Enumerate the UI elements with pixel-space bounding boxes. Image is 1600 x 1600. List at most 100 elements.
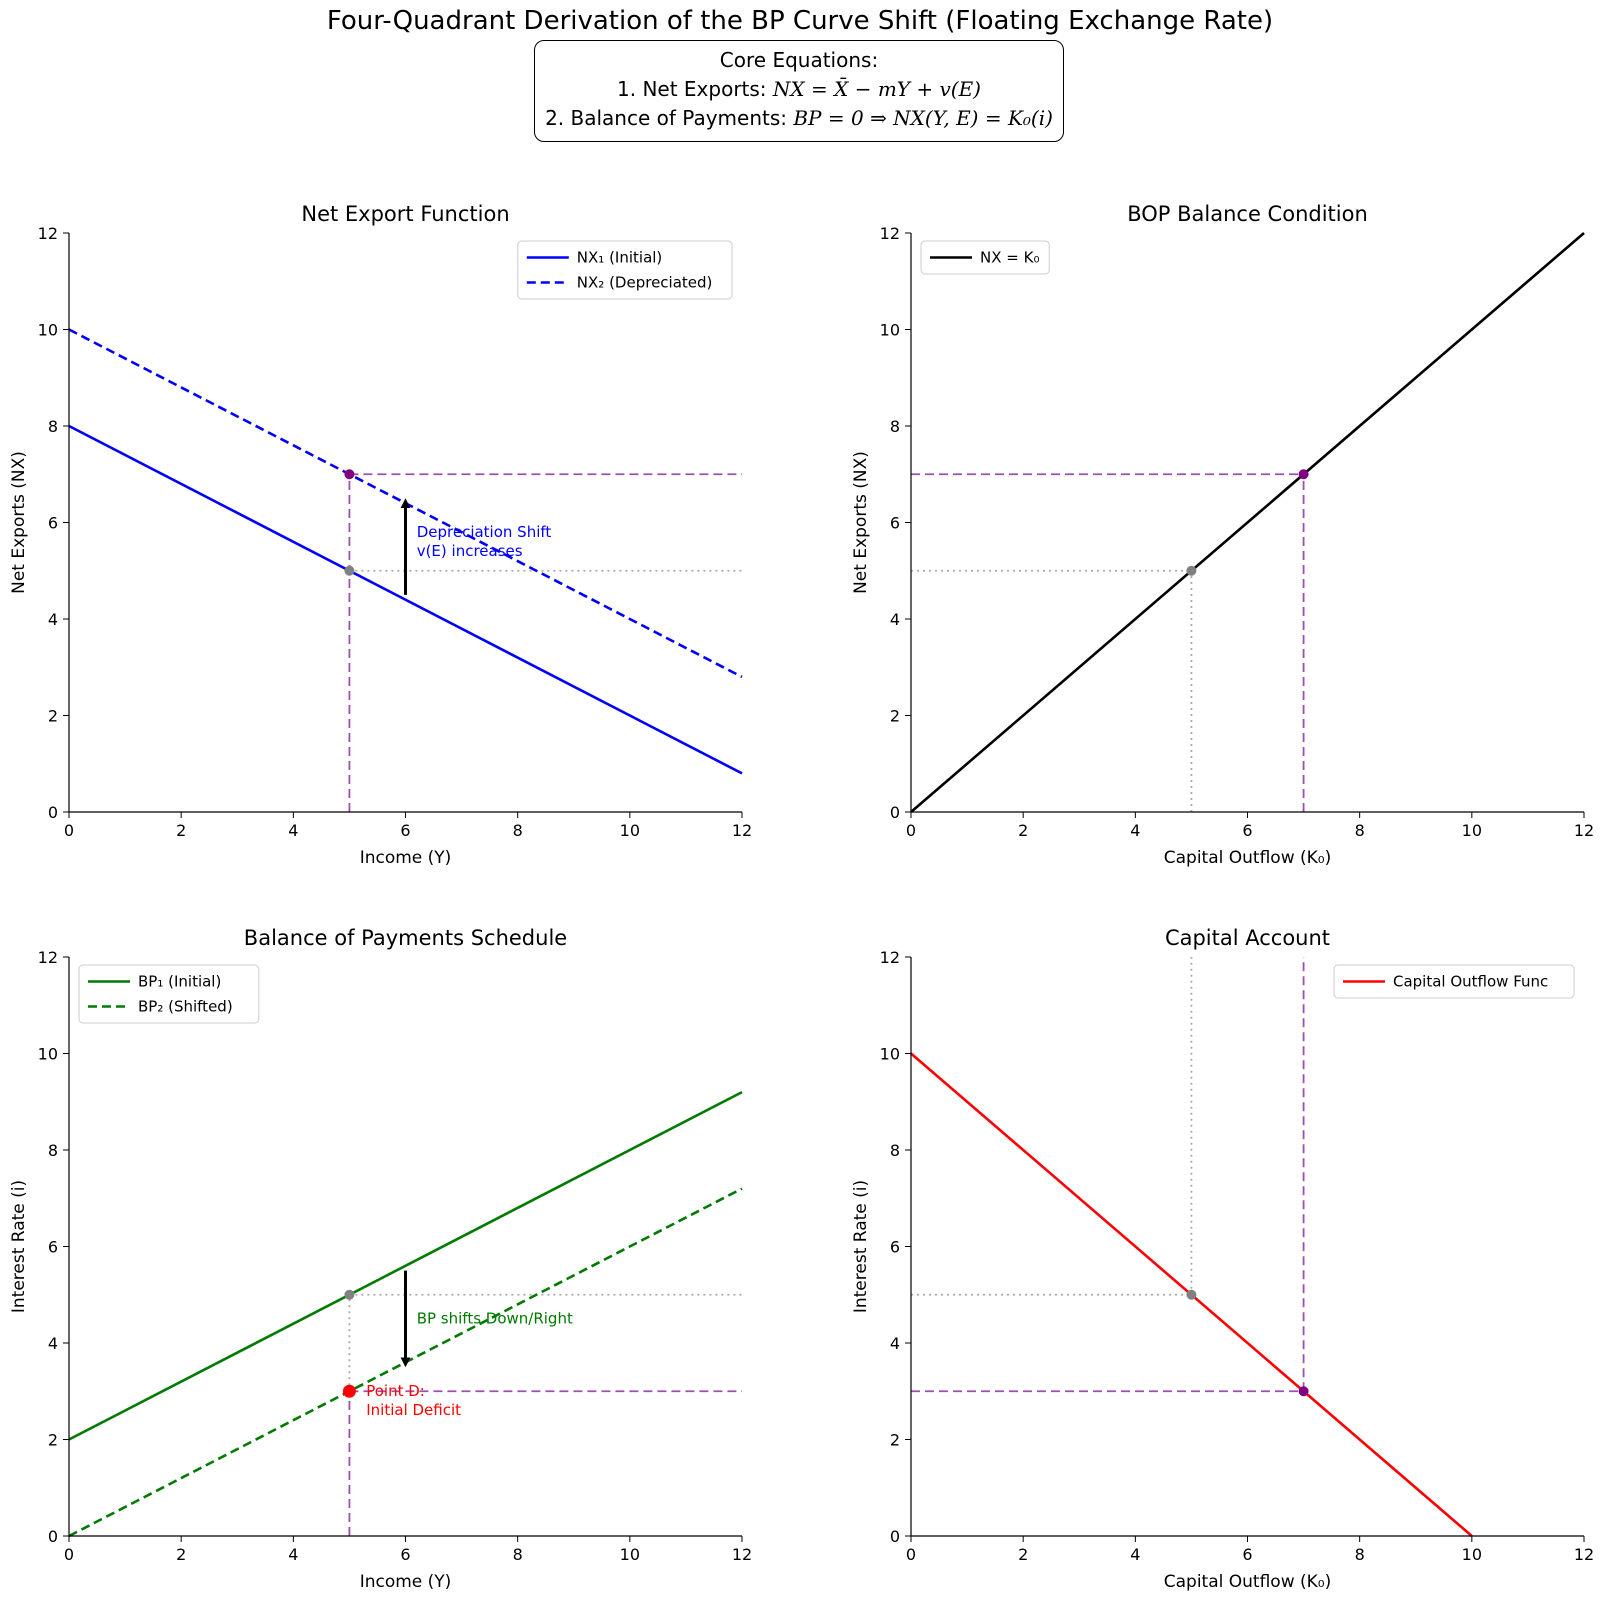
- x-tick-label: 4: [1130, 821, 1140, 840]
- data-point-marker: [344, 469, 355, 480]
- y-tick-label: 0: [48, 803, 58, 822]
- y-tick-label: 2: [890, 1431, 900, 1450]
- x-tick-label: 10: [620, 1545, 640, 1564]
- annotation-text: Depreciation Shift: [417, 523, 552, 541]
- x-axis-label: Income (Y): [360, 1572, 452, 1592]
- x-tick-label: 2: [1018, 821, 1028, 840]
- y-tick-label: 4: [890, 1334, 900, 1353]
- panel-bop-balance-condition: BOP Balance Condition 0 2 4 6 8 10 12 0 2 4 6 8 10 12 C…: [851, 202, 1594, 868]
- y-tick-label: 12: [38, 224, 58, 243]
- equation-2-math: BP = 0 ⇒ NX(Y, E) = K₀(i): [793, 106, 1053, 130]
- equation-balance-of-payments: 2. Balance of Payments: BP = 0 ⇒ NX(Y, E…: [535, 104, 1063, 133]
- x-axis-label: Capital Outflow (K₀): [1164, 848, 1331, 868]
- x-tick-label: 8: [1355, 821, 1365, 840]
- y-tick-label: 6: [890, 514, 900, 533]
- x-tick-label: 2: [1018, 1545, 1028, 1564]
- legend-box: [920, 240, 1050, 275]
- series-line-1: [68, 1090, 743, 1441]
- y-axis-label: Net Exports (NX): [9, 451, 29, 594]
- y-tick-label: 2: [48, 707, 58, 726]
- annotation-text: v(E) increases: [417, 542, 523, 560]
- legend-label: Capital Outflow Func: [1393, 973, 1548, 991]
- y-axis-label: Interest Rate (i): [851, 1180, 871, 1313]
- x-tick-label: 10: [620, 821, 640, 840]
- y-tick-label: 12: [38, 948, 58, 967]
- x-axis-label: Income (Y): [360, 848, 452, 868]
- y-tick-label: 0: [890, 803, 900, 822]
- legend-label: NX₂ (Depreciated): [577, 274, 713, 292]
- x-tick-label: 8: [513, 1545, 523, 1564]
- y-tick-label: 2: [890, 707, 900, 726]
- x-tick-label: 6: [400, 1545, 410, 1564]
- chart-title: Balance of Payments Schedule: [244, 926, 567, 950]
- core-equations-box: Core Equations: 1. Net Exports: NX = X̄ …: [534, 40, 1064, 142]
- y-tick-label: 0: [890, 1527, 900, 1546]
- legend-box: [1333, 964, 1575, 999]
- annotation-text: Point D:: [366, 1382, 425, 1400]
- x-tick-label: 2: [176, 1545, 186, 1564]
- legend-label: BP₂ (Shifted): [138, 998, 233, 1016]
- x-tick-label: 12: [732, 821, 752, 840]
- legend: NX = K₀: [920, 240, 1050, 275]
- y-tick-label: 8: [890, 417, 900, 436]
- panel-balance-of-payments-schedule: Balance of Payments Schedule BP shifts Do…: [9, 926, 752, 1592]
- data-point-marker: [1186, 565, 1197, 576]
- panel-net-export-function: Net Export Function Depreciation Shiftv(E…: [9, 202, 752, 868]
- x-tick-label: 2: [176, 821, 186, 840]
- data-point-marker: [1298, 469, 1309, 480]
- y-tick-label: 10: [880, 1045, 900, 1064]
- figure-title: Four-Quadrant Derivation of the BP Curve…: [326, 6, 1274, 36]
- x-tick-label: 12: [1574, 1545, 1594, 1564]
- y-tick-label: 6: [890, 1238, 900, 1257]
- x-tick-label: 6: [1242, 821, 1252, 840]
- legend-box: [517, 240, 733, 300]
- legend-label: NX₁ (Initial): [577, 249, 663, 267]
- chart-title: Capital Account: [1165, 926, 1330, 950]
- legend-box: [78, 964, 260, 1024]
- y-tick-label: 4: [48, 1334, 58, 1353]
- x-tick-label: 6: [400, 821, 410, 840]
- legend: BP₁ (Initial) BP₂ (Shifted): [78, 964, 260, 1024]
- x-tick-label: 12: [1574, 821, 1594, 840]
- x-axis-label: Capital Outflow (K₀): [1164, 1572, 1331, 1592]
- y-tick-label: 10: [38, 1045, 58, 1064]
- y-tick-label: 8: [48, 1141, 58, 1160]
- legend: NX₁ (Initial) NX₂ (Depreciated): [517, 240, 733, 300]
- panel-capital-account: Capital Account 0 2 4 6 8 10 12 0 2 4 6 8 10 12 Capital…: [851, 926, 1594, 1592]
- data-point-marker: [342, 1384, 356, 1398]
- x-tick-label: 6: [1242, 1545, 1252, 1564]
- x-tick-label: 10: [1462, 1545, 1482, 1564]
- y-tick-label: 12: [880, 224, 900, 243]
- series-line-1: [910, 232, 1585, 813]
- data-point-marker: [344, 1289, 355, 1300]
- x-tick-label: 0: [64, 821, 74, 840]
- annotation-text: BP shifts Down/Right: [417, 1310, 573, 1328]
- x-tick-label: 8: [513, 821, 523, 840]
- equations-heading: Core Equations:: [719, 48, 879, 72]
- legend-label: NX = K₀: [980, 249, 1039, 267]
- x-tick-label: 4: [1130, 1545, 1140, 1564]
- equation-2-label: 2. Balance of Payments:: [545, 106, 794, 130]
- y-tick-label: 4: [890, 610, 900, 629]
- y-tick-label: 2: [48, 1431, 58, 1450]
- x-tick-label: 4: [288, 1545, 298, 1564]
- y-tick-label: 12: [880, 948, 900, 967]
- annotation-text: Initial Deficit: [366, 1401, 461, 1419]
- y-tick-label: 8: [48, 417, 58, 436]
- y-axis-label: Net Exports (NX): [851, 451, 871, 594]
- x-tick-label: 12: [732, 1545, 752, 1564]
- series-line-1: [68, 424, 743, 775]
- equation-net-exports: 1. Net Exports: NX = X̄ − mY + v(E): [535, 75, 1063, 104]
- legend: Capital Outflow Func: [1333, 964, 1575, 999]
- data-point-marker: [1186, 1289, 1197, 1300]
- y-tick-label: 0: [48, 1527, 58, 1546]
- y-tick-label: 10: [880, 321, 900, 340]
- x-tick-label: 0: [64, 1545, 74, 1564]
- x-tick-label: 4: [288, 821, 298, 840]
- y-tick-label: 10: [38, 321, 58, 340]
- data-point-marker: [1298, 1386, 1309, 1397]
- chart-title: Net Export Function: [301, 202, 509, 226]
- data-point-marker: [344, 565, 355, 576]
- x-tick-label: 0: [906, 1545, 916, 1564]
